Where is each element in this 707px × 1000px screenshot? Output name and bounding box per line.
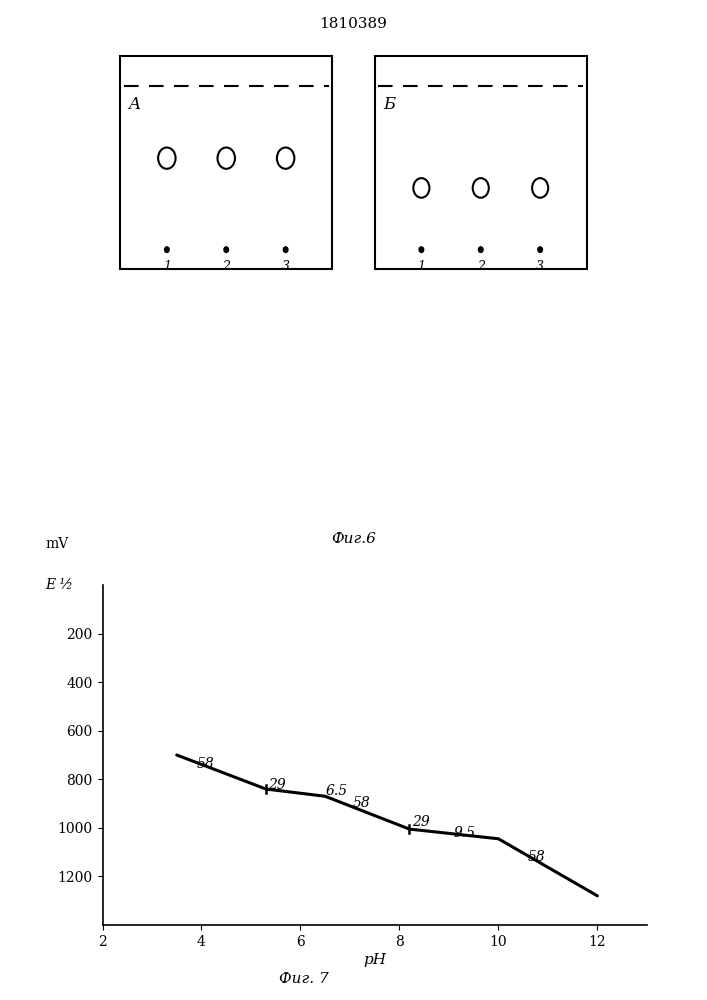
Text: 58: 58 [528,850,546,864]
Text: 6.5: 6.5 [325,784,347,798]
Text: mV: mV [45,537,69,551]
Ellipse shape [532,178,548,198]
Text: Фиг. 7: Фиг. 7 [279,972,329,986]
Ellipse shape [284,247,288,252]
Ellipse shape [538,247,542,252]
Text: 29: 29 [411,815,430,829]
Ellipse shape [419,247,423,252]
X-axis label: pH: pH [363,953,386,967]
Text: Фиг.6: Фиг.6 [331,532,376,546]
Text: Б: Б [383,96,395,113]
Text: 9.5: 9.5 [454,826,476,840]
Text: 29: 29 [268,778,286,792]
Text: 3: 3 [536,260,544,273]
Ellipse shape [165,247,169,252]
Text: A: A [129,96,141,113]
Text: 58: 58 [352,796,370,810]
Bar [120,56,332,269]
Text: 2: 2 [222,260,230,273]
Text: E ½: E ½ [45,578,74,592]
Ellipse shape [218,148,235,169]
Ellipse shape [277,148,294,169]
Text: 58: 58 [197,757,214,771]
Text: 1: 1 [163,260,171,273]
Text: 1: 1 [417,260,426,273]
Ellipse shape [158,148,175,169]
Ellipse shape [414,178,429,198]
Ellipse shape [224,247,228,252]
Text: 3: 3 [281,260,290,273]
Text: 2: 2 [477,260,485,273]
Ellipse shape [473,178,489,198]
Text: 1810389: 1810389 [320,17,387,31]
Ellipse shape [479,247,483,252]
Bar [375,56,587,269]
